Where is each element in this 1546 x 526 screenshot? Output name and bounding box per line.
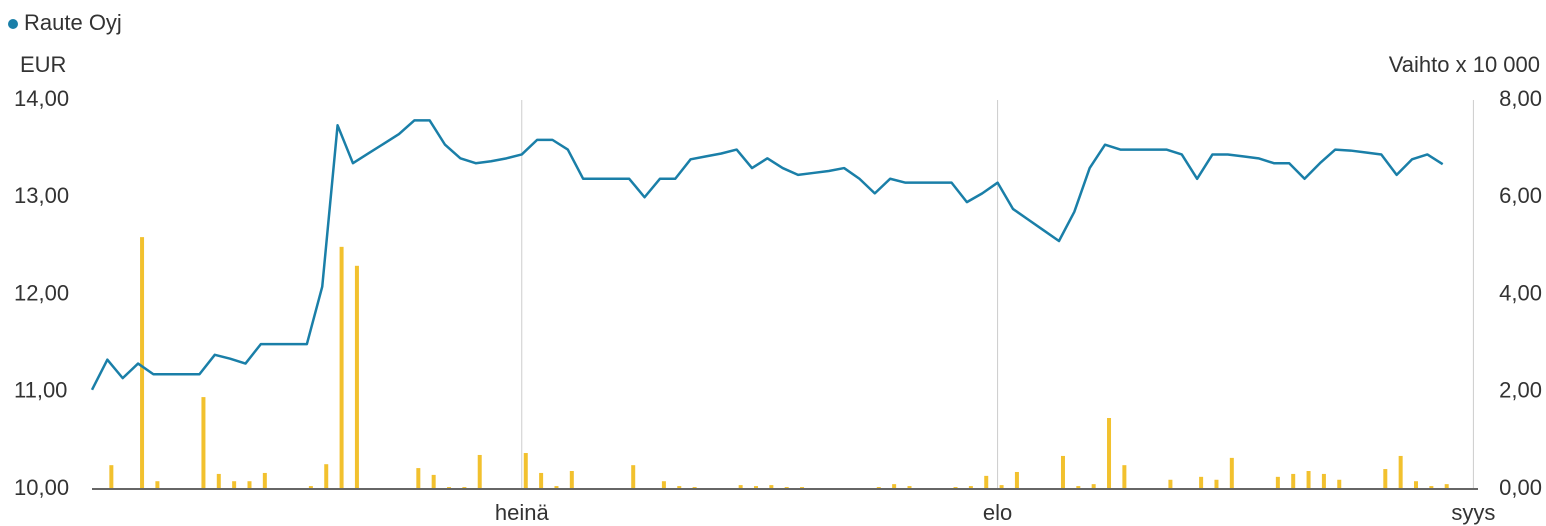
y2-tick-label: 4,00 [1499, 280, 1542, 305]
volume-bar [754, 486, 758, 489]
volume-bar [1414, 481, 1418, 489]
x-tick-label: syys [1451, 500, 1495, 525]
volume-bar [324, 464, 329, 489]
y-axis-label: EUR [20, 52, 66, 77]
y-tick-label: 11,00 [14, 378, 67, 403]
volume-bar [968, 486, 973, 489]
y2-tick-label: 2,00 [1499, 378, 1542, 403]
y2-tick-label: 8,00 [1499, 86, 1542, 111]
volume-bar [907, 486, 912, 489]
y-tick-label: 13,00 [14, 183, 69, 208]
x-tick-label: elo [983, 500, 1012, 525]
volume-bar [1383, 469, 1388, 489]
volume-bar [477, 454, 482, 489]
y-tick-label: 12,00 [14, 280, 69, 305]
volume-bar [1306, 471, 1311, 489]
volume-bar [1168, 479, 1173, 489]
y2-tick-label: 6,00 [1499, 183, 1542, 208]
legend-label: Raute Oyj [24, 10, 122, 35]
volume-bar [216, 473, 221, 489]
volume-bar [1107, 418, 1112, 489]
volume-bar [769, 485, 774, 489]
volume-bar [1199, 476, 1204, 489]
volume-bar [1060, 455, 1065, 489]
volume-bar [554, 486, 559, 489]
volume-bar [339, 246, 344, 489]
volume-bar [1229, 457, 1234, 489]
y2-axis-label: Vaihto x 10 000 [1389, 52, 1540, 77]
volume-bar [892, 484, 897, 489]
volume-bar [677, 486, 682, 489]
volume-bar [1076, 486, 1081, 489]
volume-bar [308, 486, 313, 489]
volume-bar [569, 471, 574, 489]
volume-bar [354, 265, 359, 489]
volume-bar [661, 481, 666, 489]
volume-bar [1337, 479, 1342, 489]
volume-bar [1122, 465, 1127, 489]
volume-bar [201, 397, 206, 489]
volume-bar [1014, 471, 1019, 489]
y-tick-label: 14,00 [14, 86, 69, 111]
volume-bar [1275, 476, 1280, 489]
volume-bar [1291, 473, 1296, 489]
volume-bar [109, 465, 114, 489]
price-line [90, 119, 1444, 391]
y2-tick-label: 0,00 [1499, 475, 1542, 500]
volume-bar [1429, 486, 1434, 489]
volume-bar [232, 481, 237, 489]
volume-bar [1398, 455, 1403, 489]
volume-bar [155, 481, 160, 489]
volume-bar [999, 485, 1004, 489]
volume-bar [539, 472, 544, 489]
x-tick-label: heinä [495, 500, 550, 525]
y-tick-label: 10,00 [14, 475, 69, 500]
volume-bar [247, 481, 252, 489]
volume-bar [738, 485, 743, 489]
volume-bar [523, 453, 528, 489]
volume-bar [1091, 484, 1096, 489]
volume-bar [631, 465, 636, 489]
volume-bar [1214, 479, 1219, 489]
volume-bar [984, 475, 989, 489]
volume-bar [262, 472, 267, 489]
volume-bar [1444, 484, 1449, 489]
volume-bar [140, 237, 145, 489]
volume-bar [416, 468, 421, 489]
volume-bar [431, 474, 436, 489]
volume-bar [1321, 473, 1326, 489]
legend-dot [8, 19, 18, 29]
